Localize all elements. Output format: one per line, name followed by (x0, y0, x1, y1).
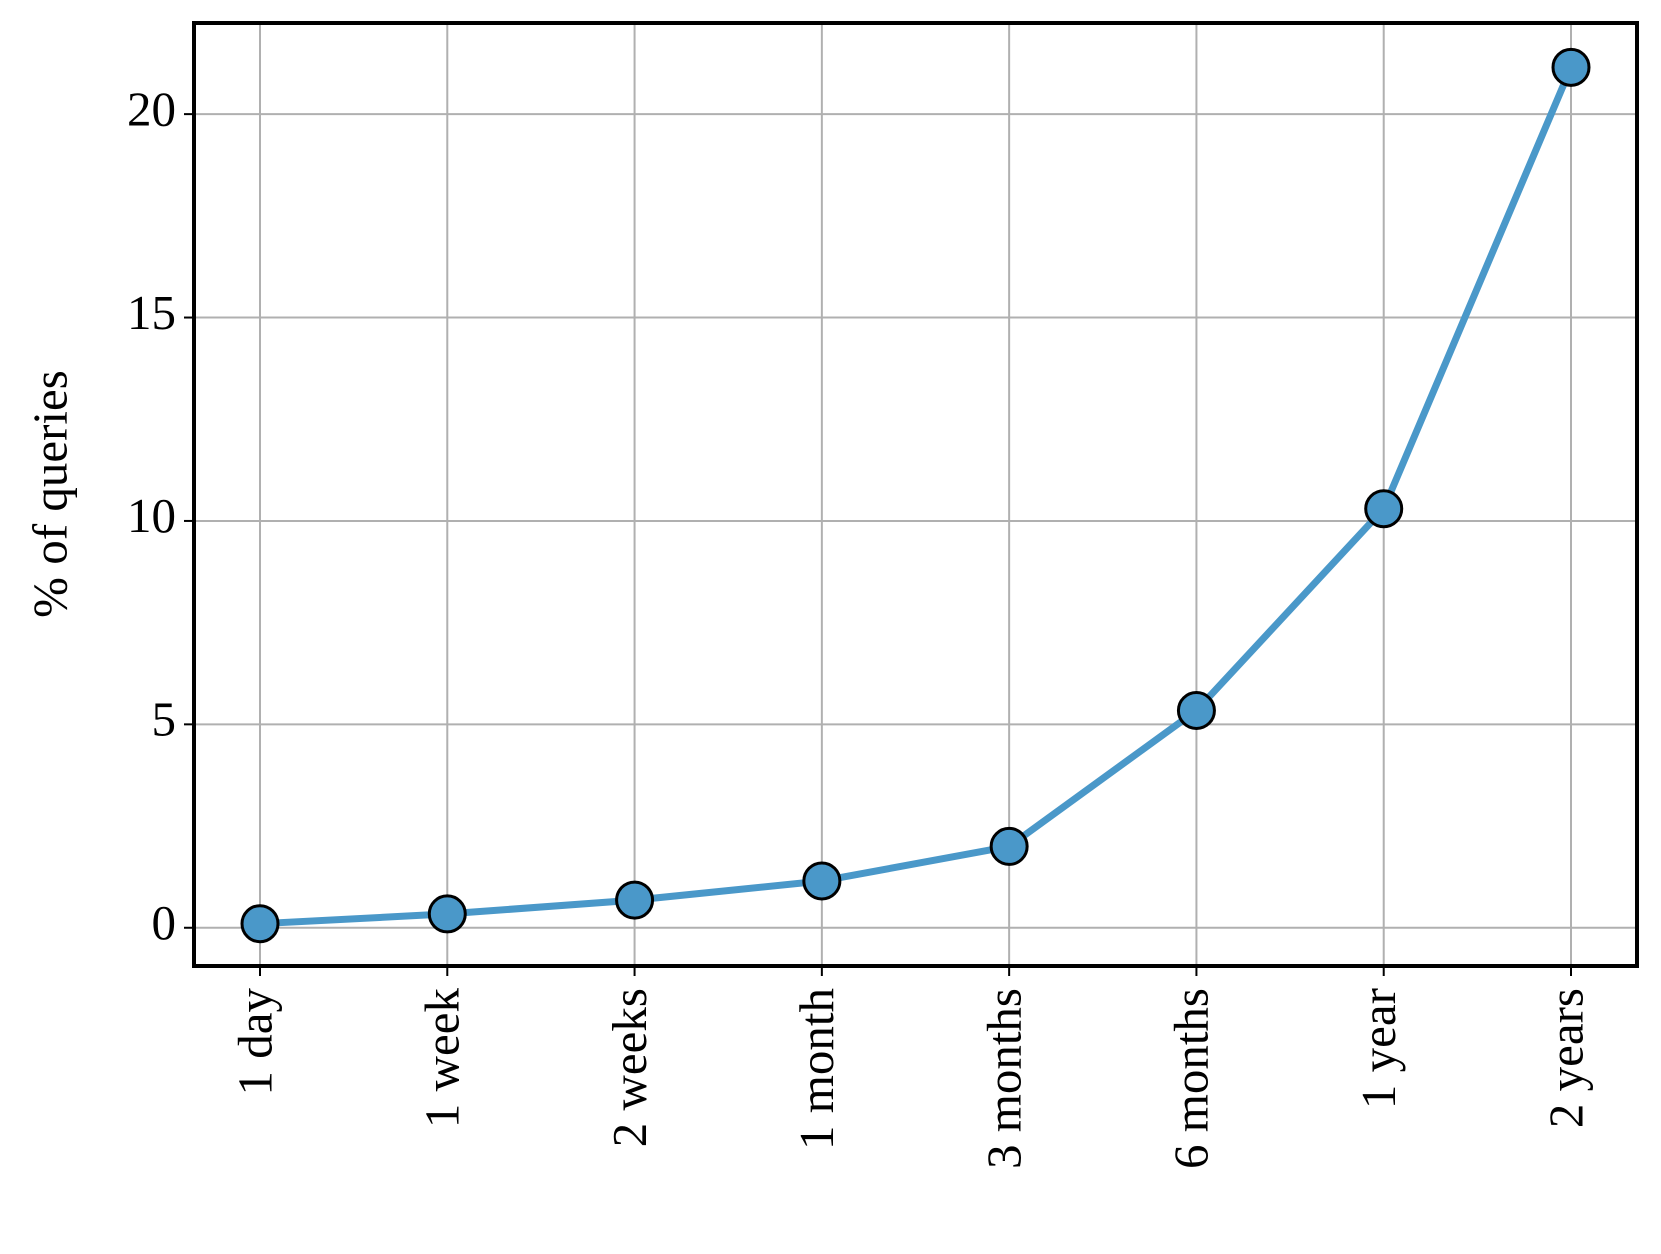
y-tick-label: 20 (127, 81, 176, 136)
marker (615, 880, 655, 920)
marker (989, 826, 1029, 866)
marker (240, 904, 280, 944)
x-tick-label: 1 day (227, 988, 282, 1096)
marker (802, 861, 842, 901)
x-tick-label: 3 months (976, 988, 1031, 1169)
y-tick-label: 15 (127, 285, 176, 340)
marker (1364, 489, 1404, 529)
y-tick-label: 5 (152, 692, 177, 747)
line (259, 65, 1575, 928)
plot-frame (192, 21, 1639, 968)
x-tick-label: 2 years (1538, 988, 1593, 1128)
marker (1176, 691, 1216, 731)
x-tick-label: 1 week (415, 988, 470, 1129)
y-tick-label: 0 (152, 895, 177, 950)
x-tick-label: 6 months (1164, 988, 1219, 1169)
x-tick-label: 1 month (789, 988, 844, 1150)
y-tick-label: 10 (127, 488, 176, 543)
x-tick-label: 2 weeks (602, 988, 657, 1147)
y-axis-label: % of queries (22, 370, 77, 618)
marker (427, 894, 467, 934)
marker (1551, 47, 1591, 87)
x-tick-label: 1 year (1351, 988, 1406, 1109)
